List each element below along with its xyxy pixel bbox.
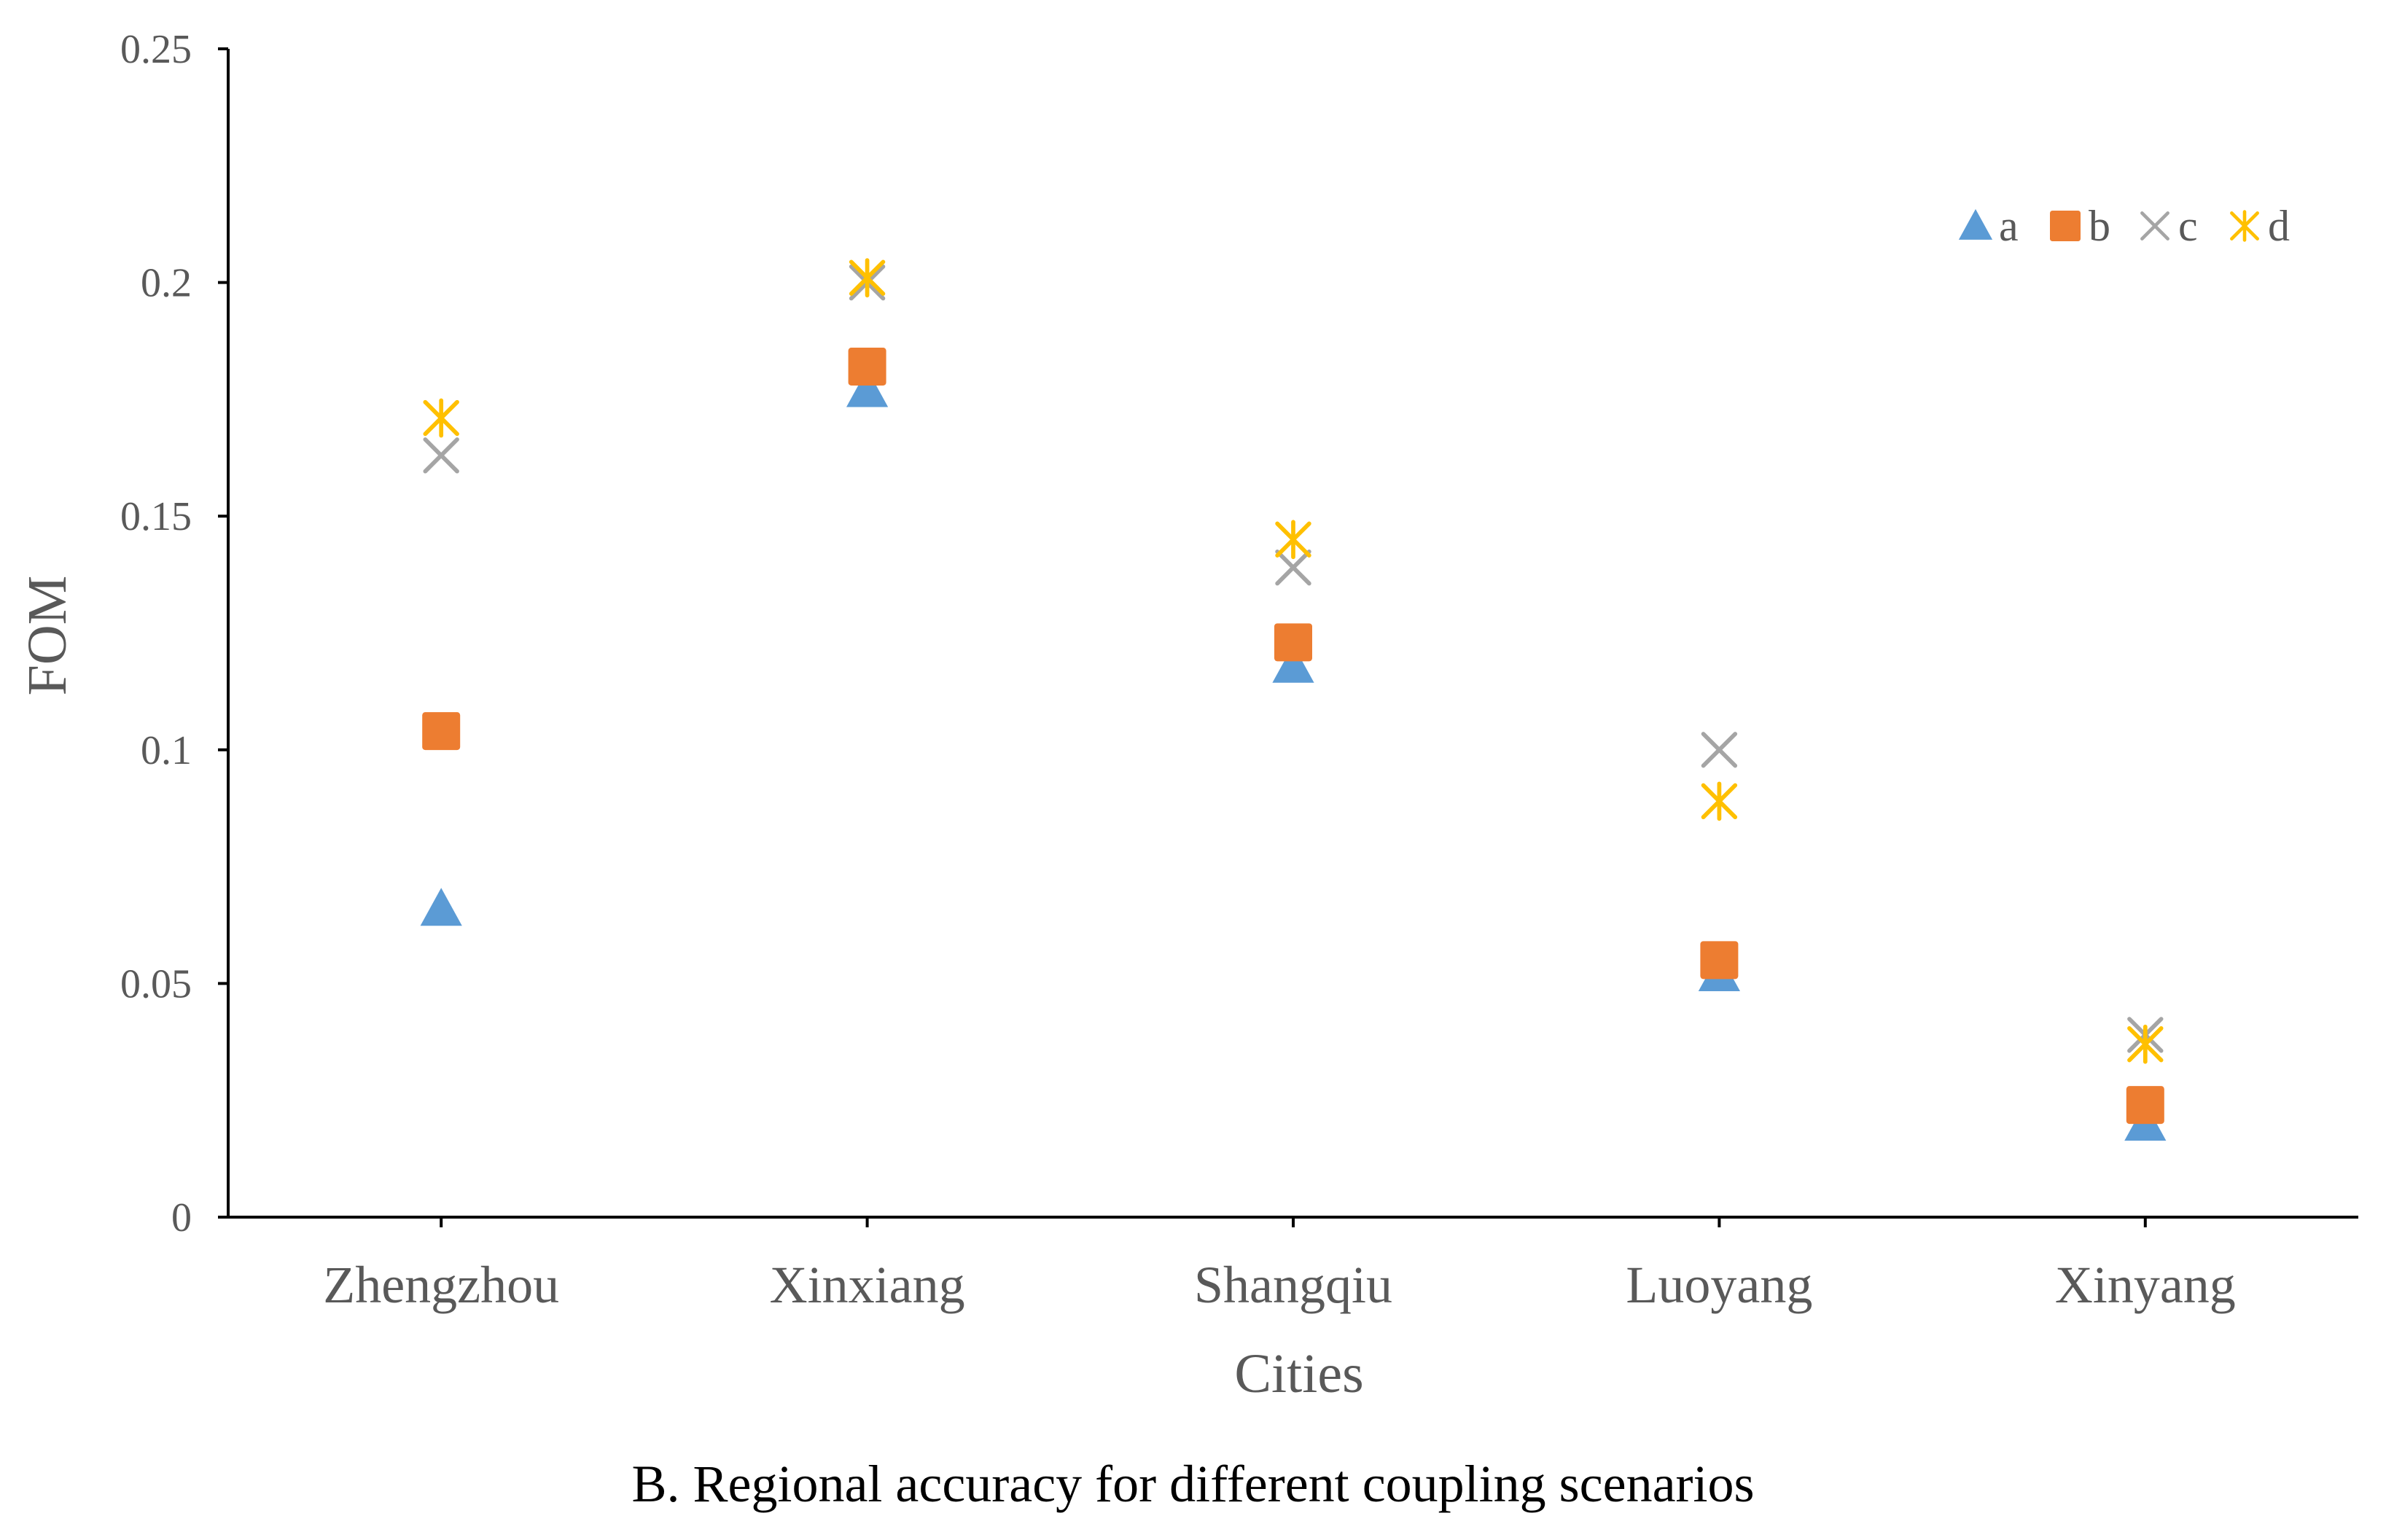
legend-label: b	[2089, 202, 2110, 250]
data-point-d	[423, 398, 459, 438]
x-axis: Zhengzhou Xinxiang Shangqiu Luoyang Xinyang	[228, 1216, 2358, 1314]
x-axis-title: Cities	[1234, 1343, 1363, 1404]
x-tick-label: Zhengzhou	[323, 1256, 559, 1314]
data-point-c	[1701, 732, 1738, 768]
y-tick-label: 0.05	[120, 961, 192, 1007]
x-tick-label: Luoyang	[1626, 1256, 1812, 1314]
x-tick-label: Xinyang	[2055, 1256, 2236, 1314]
data-points	[420, 258, 2167, 1141]
y-tick-label: 0.15	[120, 494, 192, 539]
data-point-d	[849, 258, 886, 298]
data-point-b	[422, 712, 461, 751]
legend-item-b: b	[2050, 202, 2110, 250]
data-point-d	[1275, 520, 1311, 560]
legend-marker-d	[2230, 210, 2259, 242]
data-point-a	[1272, 644, 1314, 683]
legend-item-d: d	[2230, 202, 2290, 250]
legend-marker-b	[2050, 211, 2081, 241]
data-point-c	[423, 437, 459, 474]
y-tick-label: 0.25	[120, 27, 192, 72]
data-point-c	[1275, 550, 1311, 586]
data-point-a	[420, 888, 462, 926]
data-point-b	[1700, 941, 1739, 980]
series-b	[422, 348, 2164, 1125]
data-point-a	[846, 369, 889, 407]
data-point-b	[848, 348, 886, 386]
y-tick-label: 0.1	[141, 728, 192, 773]
legend: a b c d	[1958, 202, 2290, 250]
legend-item-a: a	[1958, 202, 2019, 250]
y-axis: 0 0.05 0.1 0.15 0.2 0.25	[120, 27, 230, 1240]
data-point-b	[1274, 623, 1312, 662]
legend-label: c	[2178, 202, 2198, 250]
data-point-d	[2127, 1024, 2164, 1064]
legend-label: a	[1999, 202, 2019, 250]
data-point-d	[1701, 781, 1738, 821]
series-a	[420, 369, 2167, 1141]
legend-label: d	[2268, 202, 2290, 250]
y-tick-label: 0.2	[141, 261, 192, 306]
data-point-b	[2126, 1086, 2164, 1125]
series-c	[423, 264, 2164, 1053]
legend-item-c: c	[2140, 202, 2198, 250]
series-d	[423, 258, 2164, 1064]
y-axis-title: FOM	[17, 576, 78, 696]
x-tick-label: Xinxiang	[770, 1256, 965, 1314]
y-tick-label: 0	[171, 1195, 192, 1240]
legend-marker-c	[2140, 211, 2169, 241]
x-tick-label: Shangqiu	[1194, 1256, 1392, 1314]
legend-marker-a	[1958, 208, 1993, 240]
figure-caption: B. Regional accuracy for different coupl…	[631, 1455, 1755, 1513]
